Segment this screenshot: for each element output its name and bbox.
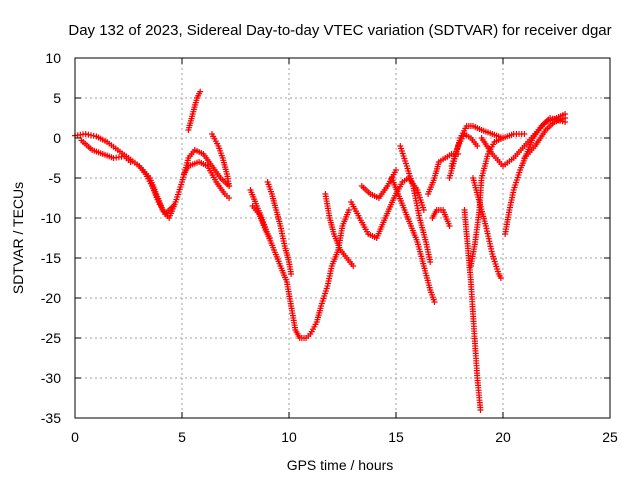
data-point: [477, 407, 484, 413]
y-tick-label: -25: [41, 330, 61, 346]
data-point: [127, 159, 134, 165]
data-point: [427, 259, 434, 265]
x-tick-label: 15: [388, 429, 404, 445]
axis-ticks: 0 5 10 15 20 25 10 5 0 -5 -10 -15 -20 -25 -30 -35: [41, 50, 618, 445]
x-tick-label: 0: [71, 429, 79, 445]
data-point: [226, 195, 233, 201]
data-point: [474, 143, 481, 149]
chart-title: Day 132 of 2023, Sidereal Day-to-day VTE…: [68, 22, 611, 39]
y-axis-label: SDTVAR / TECUs: [10, 182, 26, 294]
data-point: [170, 203, 177, 209]
data-point: [226, 183, 233, 189]
y-tick-label: -35: [41, 410, 61, 426]
data-point: [497, 275, 504, 281]
data-point: [288, 271, 295, 277]
data-point: [350, 263, 357, 269]
y-tick-label: 5: [53, 90, 61, 106]
data-point: [345, 207, 352, 213]
y-tick-label: -20: [41, 290, 61, 306]
x-tick-label: 5: [178, 429, 186, 445]
plot-frame: [74, 57, 611, 419]
y-tick-label: -5: [49, 170, 62, 186]
data-point: [431, 299, 438, 305]
y-tick-label: 0: [53, 130, 61, 146]
y-tick-label: -10: [41, 210, 61, 226]
grid-lines: [75, 58, 610, 418]
x-axis-label: GPS time / hours: [287, 457, 394, 473]
data-point: [420, 207, 427, 213]
data-point: [197, 88, 204, 95]
y-tick-label: -15: [41, 250, 61, 266]
data-points: [72, 88, 569, 413]
data-point: [521, 131, 528, 137]
y-tick-label: 10: [45, 50, 61, 66]
data-point: [393, 167, 399, 173]
x-tick-label: 25: [602, 429, 618, 445]
data-point: [500, 135, 506, 141]
x-tick-label: 20: [495, 429, 511, 445]
data-point: [562, 115, 569, 121]
x-tick-label: 10: [281, 429, 297, 445]
data-point: [446, 223, 453, 229]
y-tick-label: -30: [41, 370, 61, 386]
data-point: [266, 235, 273, 241]
